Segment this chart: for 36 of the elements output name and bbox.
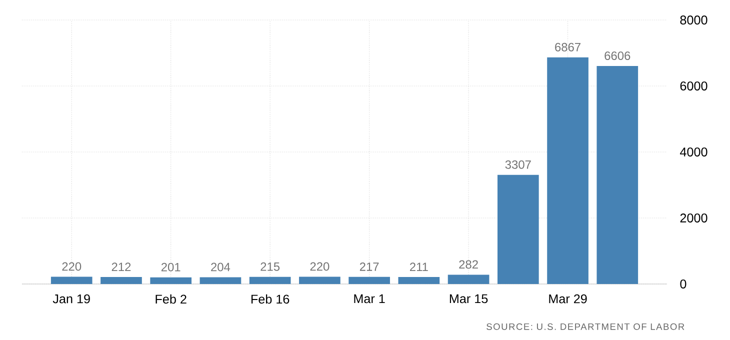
bar (200, 277, 242, 284)
bar (150, 277, 192, 284)
data-label: 204 (211, 262, 230, 272)
data-label: 201 (161, 262, 180, 272)
data-label: 212 (112, 262, 131, 271)
bar (50, 276, 92, 284)
bar (497, 174, 539, 284)
x-tick-label: Mar 1 (354, 294, 385, 304)
y-tick-label: 6000 (680, 82, 708, 90)
data-label: 282 (459, 260, 478, 269)
data-label: 215 (260, 262, 280, 271)
y-tick-label: 2000 (680, 214, 708, 222)
bar (596, 66, 638, 284)
bar (299, 276, 340, 284)
bar (448, 274, 490, 284)
x-tick-label: Jan 19 (52, 294, 90, 304)
y-tick-label: 0 (680, 280, 686, 288)
y-tick-label: 4000 (680, 148, 708, 156)
bar (398, 277, 440, 284)
source-note: SOURCE: U.S. DEPARTMENT OF LABOR (486, 323, 684, 330)
data-label: 220 (310, 262, 330, 271)
data-label: 217 (360, 262, 379, 271)
bar (547, 57, 588, 284)
data-label: 6867 (555, 42, 580, 52)
bar (249, 276, 291, 284)
data-label: 211 (410, 262, 428, 272)
data-label: 3307 (505, 160, 531, 169)
x-tick-label: Mar 29 (549, 294, 587, 304)
bar (348, 276, 390, 284)
x-tick-label: Feb 2 (156, 294, 186, 304)
data-label: 220 (62, 262, 82, 271)
bar (100, 277, 142, 284)
y-tick-label: 8000 (680, 16, 708, 24)
x-tick-label: Mar 15 (450, 294, 488, 304)
data-label: 6606 (604, 52, 630, 60)
x-tick-label: Feb 16 (251, 294, 290, 304)
